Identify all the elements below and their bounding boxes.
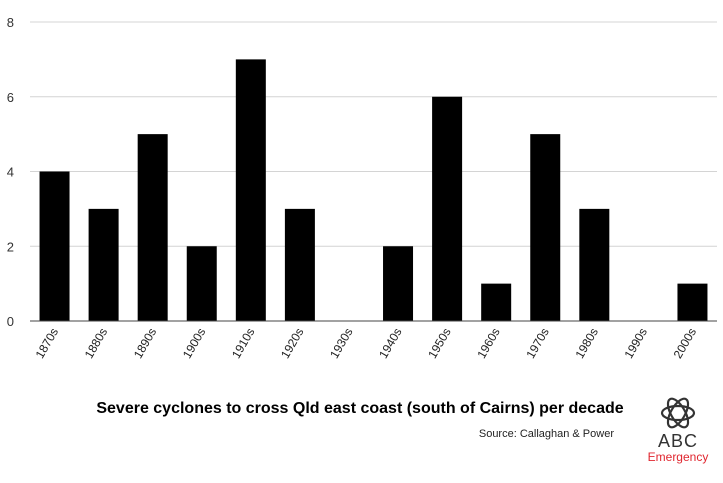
bar-1910s	[235, 59, 266, 321]
y-tick-label: 0	[7, 314, 14, 329]
x-tick-label: 1980s	[572, 326, 600, 361]
bar-1970s	[530, 134, 561, 321]
logo-word: ABC	[657, 431, 698, 451]
bar-1980s	[579, 208, 610, 321]
x-tick-label: 1950s	[425, 326, 453, 361]
x-tick-label: 2000s	[671, 326, 699, 361]
bar-2000s	[677, 283, 708, 321]
x-tick-label: 1890s	[131, 326, 159, 361]
y-tick-label: 6	[7, 90, 14, 105]
x-tick-label: 1920s	[278, 326, 306, 361]
y-tick-label: 8	[7, 15, 14, 30]
x-tick-label: 1910s	[229, 326, 257, 361]
abc-logo: ABC Emergency	[642, 394, 714, 468]
x-tick-label: 1870s	[33, 326, 61, 361]
x-tick-label: 1960s	[474, 326, 502, 361]
bar-1890s	[137, 134, 168, 321]
bar-1870s	[39, 171, 70, 321]
chart-title: Severe cyclones to cross Qld east coast …	[96, 400, 624, 417]
bars	[39, 59, 708, 321]
logo-subtitle: Emergency	[647, 450, 709, 464]
x-tick-label: 1990s	[622, 326, 650, 361]
x-tick-label: 1900s	[180, 326, 208, 361]
x-tick-label: 1880s	[82, 326, 110, 361]
chart-source: Source: Callaghan & Power	[478, 428, 614, 440]
bar-1900s	[186, 246, 217, 321]
gridlines	[30, 21, 717, 247]
y-tick-label: 4	[7, 165, 14, 180]
x-tick-label: 1930s	[327, 326, 355, 361]
y-axis-ticks: 0 2 4 6 8	[7, 15, 14, 329]
bar-1950s	[432, 96, 463, 321]
bar-1940s	[383, 246, 414, 321]
bar-1920s	[284, 208, 315, 321]
bar-1960s	[481, 283, 512, 321]
x-tick-label: 1940s	[376, 326, 404, 361]
x-axis-labels: 1870s 1880s 1890s 1900s 1910s 1920s 1930s 1940s…	[33, 326, 699, 361]
y-tick-label: 2	[7, 239, 14, 254]
bar-1880s	[88, 208, 119, 321]
x-tick-label: 1970s	[523, 326, 551, 361]
abc-logo-icon	[660, 397, 696, 429]
